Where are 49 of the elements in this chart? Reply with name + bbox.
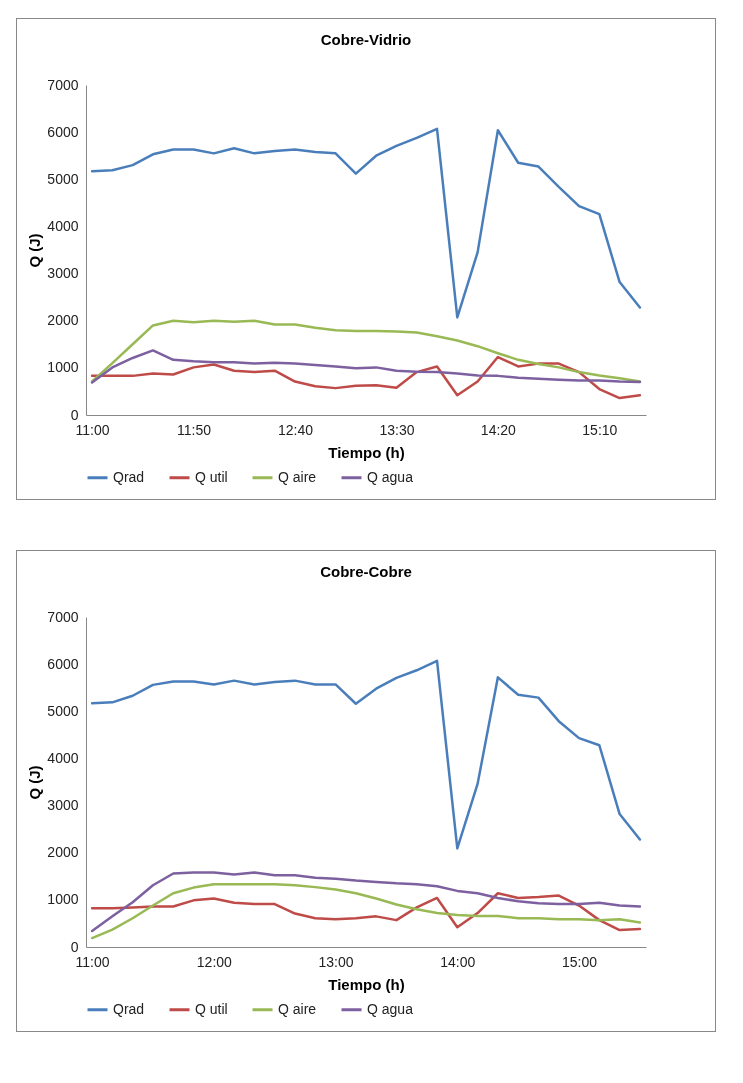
x-tick-label: 12:00 xyxy=(196,953,233,970)
line-series xyxy=(90,349,642,384)
y-axis-title: Q (J) xyxy=(26,765,44,800)
line-series xyxy=(90,319,642,383)
y-tick-label: 0 xyxy=(70,938,79,955)
line-series xyxy=(90,127,642,319)
y-tick-label: 3000 xyxy=(47,797,79,814)
y-tick-label: 5000 xyxy=(47,702,79,719)
y-tick-label: 1000 xyxy=(47,891,79,908)
line-series xyxy=(90,892,642,932)
y-tick-label: 0 xyxy=(70,406,79,423)
legend-label: Qrad xyxy=(113,468,145,485)
chart-title: Cobre-Cobre xyxy=(320,563,412,580)
y-tick-label: 7000 xyxy=(47,76,79,93)
line-series xyxy=(90,871,642,933)
y-tick-label: 2000 xyxy=(47,844,79,861)
x-tick-label: 12:40 xyxy=(277,421,314,438)
x-tick-label: 13:30 xyxy=(379,421,415,438)
x-axis-title: Tiempo (h) xyxy=(328,443,405,461)
chart-title: Cobre-Vidrio xyxy=(320,31,412,48)
y-axis-title: Q (J) xyxy=(26,233,44,268)
y-tick-label: 7000 xyxy=(47,608,79,625)
x-tick-label: 15:10 xyxy=(582,421,618,438)
legend-label: Q aire xyxy=(278,1000,317,1017)
line-series xyxy=(90,659,642,850)
x-tick-label: 11:00 xyxy=(75,421,110,438)
y-tick-label: 2000 xyxy=(47,312,79,329)
y-tick-label: 6000 xyxy=(47,655,79,672)
x-tick-label: 15:00 xyxy=(562,953,598,970)
line-series xyxy=(90,355,642,400)
x-tick-label: 11:00 xyxy=(75,953,110,970)
y-tick-label: 5000 xyxy=(47,170,79,187)
y-tick-label: 1000 xyxy=(47,359,79,376)
legend-label: Q agua xyxy=(367,468,414,485)
legend-label: Qrad xyxy=(113,1000,145,1017)
legend-label: Q util xyxy=(195,1000,228,1017)
x-tick-label: 14:20 xyxy=(480,421,517,438)
x-tick-label: 14:00 xyxy=(440,953,476,970)
legend-label: Q agua xyxy=(367,1000,414,1017)
line-series xyxy=(90,883,642,940)
x-axis-title: Tiempo (h) xyxy=(328,975,405,993)
x-tick-label: 11:50 xyxy=(177,421,212,438)
legend-label: Q aire xyxy=(278,468,317,485)
y-tick-label: 3000 xyxy=(47,265,79,282)
y-tick-label: 4000 xyxy=(47,217,79,234)
x-tick-label: 13:00 xyxy=(318,953,354,970)
y-tick-label: 6000 xyxy=(47,123,79,140)
y-tick-label: 4000 xyxy=(47,749,79,766)
legend-label: Q util xyxy=(195,468,228,485)
